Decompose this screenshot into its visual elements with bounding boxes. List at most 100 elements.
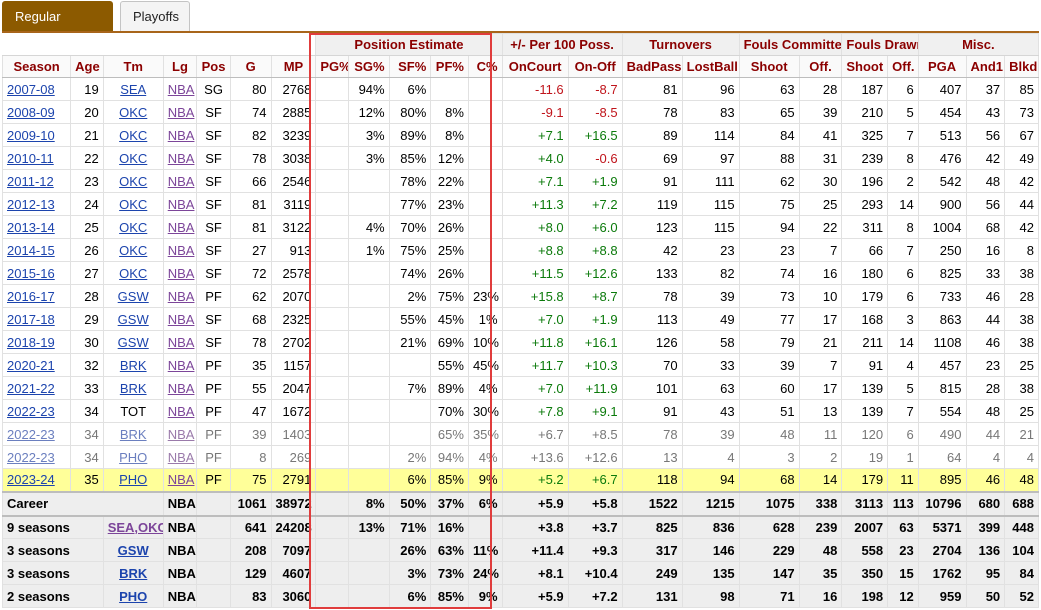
col-header-age[interactable]: Age xyxy=(70,55,104,78)
tab-playoffs[interactable]: Playoffs xyxy=(120,1,190,32)
cell-fouls-off: 2 xyxy=(798,445,843,469)
col-header-sf-pct[interactable]: SF% xyxy=(388,55,432,78)
team-total-link[interactable]: SEA,OKC xyxy=(107,519,164,535)
team-link[interactable]: OKC xyxy=(119,242,148,258)
season-link[interactable]: 2010-11 xyxy=(7,150,54,166)
league-link[interactable]: NBA xyxy=(167,472,195,488)
season-link[interactable]: 2016-17 xyxy=(7,288,55,304)
league-link[interactable]: NBA xyxy=(167,426,195,442)
career-cell-lost-ball: 1215 xyxy=(681,490,740,516)
team-link[interactable]: GSW xyxy=(117,288,149,304)
league-link[interactable]: NBA xyxy=(167,449,195,465)
col-header-drawn-shoot[interactable]: Shoot xyxy=(841,55,889,78)
league-link[interactable]: NBA xyxy=(167,380,195,396)
league-link[interactable]: NBA xyxy=(167,173,195,189)
team-total-link[interactable]: BRK xyxy=(119,565,148,581)
league-link[interactable]: NBA xyxy=(167,265,195,281)
season-link[interactable]: 2022-23 xyxy=(7,426,55,442)
team-link[interactable]: OKC xyxy=(119,265,148,281)
col-header-season[interactable]: Season xyxy=(1,55,72,78)
team-link[interactable]: OKC xyxy=(119,150,148,166)
season-link[interactable]: 2015-16 xyxy=(7,265,55,281)
team-link[interactable]: OKC xyxy=(119,219,148,235)
league-link[interactable]: NBA xyxy=(167,104,195,120)
col-header-and1[interactable]: And1 xyxy=(965,55,1006,78)
col-header-bad-pass[interactable]: BadPass xyxy=(621,55,683,78)
col-header-fouls-off[interactable]: Off. xyxy=(798,55,843,78)
cell-position: SF xyxy=(196,100,231,124)
col-header-sg-pct[interactable]: SG% xyxy=(347,55,390,78)
season-link[interactable]: 2022-23 xyxy=(7,403,55,419)
col-header-blocked[interactable]: Blkd xyxy=(1004,55,1039,78)
season-link[interactable]: 2009-10 xyxy=(7,127,55,143)
col-header-pf-pct[interactable]: PF% xyxy=(430,55,469,78)
team-link[interactable]: BRK xyxy=(119,426,147,442)
league-link[interactable]: NBA xyxy=(167,81,195,97)
team-total-link[interactable]: GSW xyxy=(117,542,149,558)
team-link[interactable]: OKC xyxy=(119,104,148,120)
cell-team: OKC xyxy=(102,100,164,124)
team-link[interactable]: OKC xyxy=(119,196,148,212)
season-link[interactable]: 2008-09 xyxy=(7,104,55,120)
team-link[interactable]: GSW xyxy=(117,334,149,350)
cell-blocked: 67 xyxy=(1004,123,1039,147)
season-link[interactable]: 2014-15 xyxy=(7,242,55,258)
league-link[interactable]: NBA xyxy=(167,288,195,304)
team-link[interactable]: BRK xyxy=(119,357,147,373)
cell-blocked: 44 xyxy=(1004,192,1039,216)
col-header-minutes[interactable]: MP xyxy=(270,55,317,78)
col-header-league[interactable]: Lg xyxy=(162,55,198,78)
team-link[interactable]: OKC xyxy=(119,127,148,143)
cell-team: PHO xyxy=(102,445,164,469)
season-link[interactable]: 2020-21 xyxy=(7,357,55,373)
cell-pg-pct xyxy=(315,261,349,285)
cell-fouls-shoot: 94 xyxy=(738,215,800,239)
league-link[interactable]: NBA xyxy=(167,242,195,258)
season-link[interactable]: 2012-13 xyxy=(7,196,55,212)
col-header-team[interactable]: Tm xyxy=(102,55,164,78)
season-link[interactable]: 2022-23 xyxy=(7,449,55,465)
cell-age: 35 xyxy=(70,468,104,492)
league-link[interactable]: NBA xyxy=(167,150,195,166)
col-header-pg-pct[interactable]: PG% xyxy=(315,55,349,78)
league-link[interactable]: NBA xyxy=(167,127,195,143)
team-link[interactable]: BRK xyxy=(119,380,147,396)
col-header-lost-ball[interactable]: LostBall xyxy=(681,55,740,78)
cell-bad-pass: 119 xyxy=(621,192,683,216)
league-link[interactable]: NBA xyxy=(167,357,195,373)
col-header-on-court[interactable]: OnCourt xyxy=(501,55,569,78)
league-link[interactable]: NBA xyxy=(167,311,195,327)
season-link[interactable]: 2017-18 xyxy=(7,311,55,327)
team-link[interactable]: GSW xyxy=(117,311,149,327)
team-link[interactable]: OKC xyxy=(119,173,148,189)
season-link[interactable]: 2021-22 xyxy=(7,380,55,396)
team-link[interactable]: PHO xyxy=(119,449,148,465)
league-link[interactable]: NBA xyxy=(167,334,195,350)
team-total-link[interactable]: PHO xyxy=(119,588,148,604)
league-link[interactable]: NBA xyxy=(167,196,195,212)
cell-sg-pct xyxy=(347,261,390,285)
season-link[interactable]: 2007-08 xyxy=(7,81,55,97)
season-link[interactable]: 2013-14 xyxy=(7,219,55,235)
cell-sg-pct xyxy=(347,422,390,446)
cell-age: 29 xyxy=(70,307,104,331)
col-header-pga[interactable]: PGA xyxy=(917,55,967,78)
league-link[interactable]: NBA xyxy=(167,219,195,235)
col-header-on-off[interactable]: On-Off xyxy=(567,55,623,78)
cell-season: 2013-14 xyxy=(1,215,72,239)
season-link[interactable]: 2011-12 xyxy=(7,173,54,189)
cell-pga: 513 xyxy=(917,123,967,147)
cell-position: SF xyxy=(196,169,231,193)
col-header-games[interactable]: G xyxy=(229,55,272,78)
season-link[interactable]: 2018-19 xyxy=(7,334,55,350)
cell-drawn-off: 8 xyxy=(887,215,919,239)
col-header-position[interactable]: Pos xyxy=(196,55,231,78)
tab-regular-season[interactable]: Regular Season xyxy=(2,1,113,53)
league-link[interactable]: NBA xyxy=(167,403,195,419)
col-header-c-pct[interactable]: C% xyxy=(467,55,503,78)
team-link[interactable]: PHO xyxy=(119,472,148,488)
team-link[interactable]: SEA xyxy=(120,81,147,97)
col-header-drawn-off[interactable]: Off. xyxy=(887,55,919,78)
col-header-fouls-shoot[interactable]: Shoot xyxy=(738,55,800,78)
season-link[interactable]: 2023-24 xyxy=(7,472,55,488)
